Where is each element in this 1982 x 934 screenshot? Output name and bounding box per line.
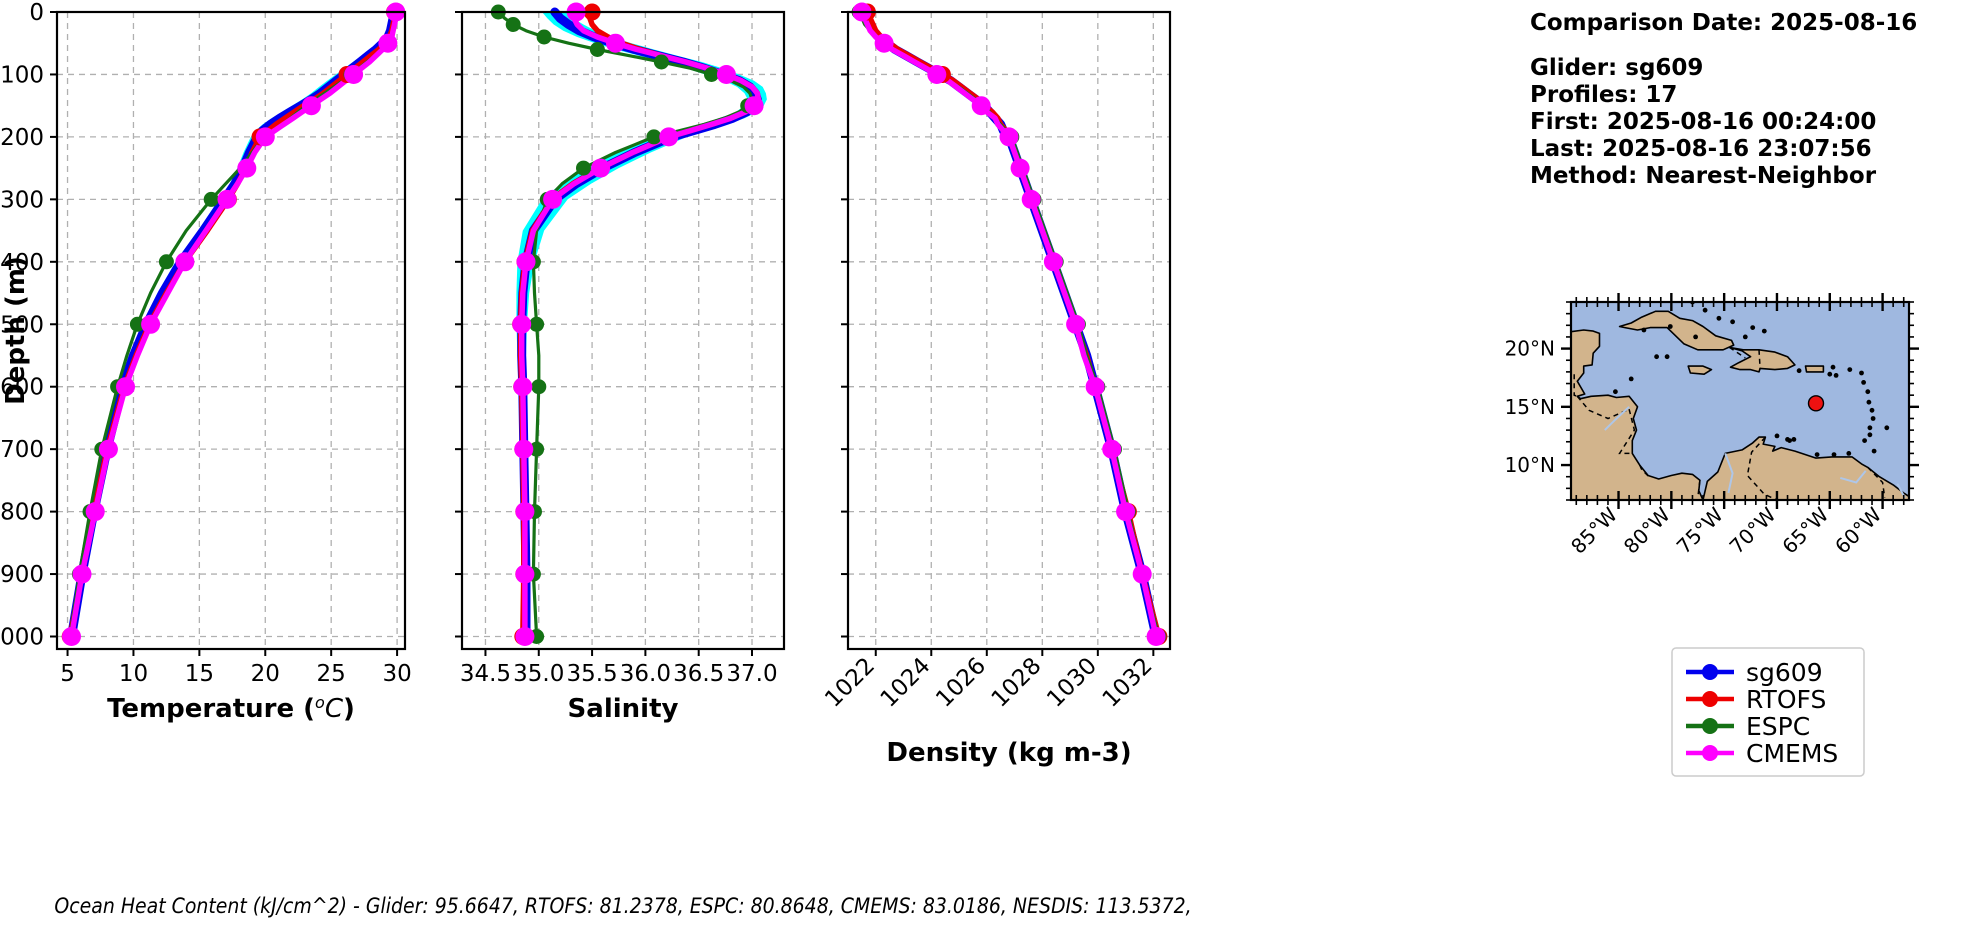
legend-marker xyxy=(1702,718,1718,734)
info-line: Glider: sg609 xyxy=(1530,55,1703,81)
glider-position-marker[interactable] xyxy=(1807,395,1825,412)
x-tick-label: 10 xyxy=(119,661,148,687)
x-tick-label: 15 xyxy=(185,661,214,687)
x-axis-label: Salinity xyxy=(568,694,679,724)
info-line: First: 2025-08-16 00:24:00 xyxy=(1530,109,1876,135)
y-tick-label: 200 xyxy=(0,125,44,151)
y-tick-label: 600 xyxy=(0,375,44,401)
figure-caption: Ocean Heat Content (kJ/cm^2) - Glider: 9… xyxy=(54,894,1191,918)
x-tick-label: 35.5 xyxy=(566,661,617,687)
map-lat-label: 10°N xyxy=(1505,453,1555,477)
legend-marker xyxy=(1702,664,1718,680)
y-tick-label: 100 xyxy=(0,62,44,88)
y-tick-label: 400 xyxy=(0,250,44,276)
y-tick-label: 800 xyxy=(0,500,44,526)
y-tick-label: 500 xyxy=(0,312,44,338)
x-tick-label: 36.0 xyxy=(620,661,671,687)
legend-label[interactable]: RTOFS xyxy=(1746,685,1826,714)
salinity-panel: 34.5 35.0 35.5 36.0 36.5 37.0 Salinity xyxy=(455,2,786,724)
x-tick-label: 34.5 xyxy=(460,661,511,687)
y-tick-label: 300 xyxy=(0,187,44,213)
map-lat-label: 20°N xyxy=(1505,337,1555,361)
info-line: Last: 2025-08-16 23:07:56 xyxy=(1530,136,1872,162)
x-tick-label: 25 xyxy=(317,661,346,687)
x-tick-label: 37.0 xyxy=(726,661,777,687)
comparison-date-text: Comparison Date: 2025-08-16 xyxy=(1530,10,1917,36)
x-axis-label: Density (kg m-3) xyxy=(886,738,1131,768)
legend-label[interactable]: CMEMS xyxy=(1746,739,1838,768)
legend-marker xyxy=(1702,691,1718,707)
y-tick-label: 0 xyxy=(29,0,44,26)
y-tick-label: 1000 xyxy=(0,625,44,651)
info-line: Method: Nearest-Neighbor xyxy=(1530,163,1877,189)
legend-marker xyxy=(1702,745,1718,761)
info-line: Profiles: 17 xyxy=(1530,82,1677,108)
x-tick-label: 36.5 xyxy=(673,661,724,687)
info-panel: Comparison Date: 2025-08-16 Glider: sg609… xyxy=(1530,10,1917,189)
y-tick-label: 700 xyxy=(0,437,44,463)
legend-label[interactable]: sg609 xyxy=(1746,658,1823,687)
x-tick-label: 20 xyxy=(251,661,280,687)
map-lat-label: 15°N xyxy=(1505,395,1555,419)
x-tick-label: 30 xyxy=(382,661,411,687)
legend-label[interactable]: ESPC xyxy=(1746,712,1810,741)
y-axis-label: Depth (m) xyxy=(1,256,31,405)
x-tick-label: 5 xyxy=(60,661,75,687)
map-frame xyxy=(1569,300,1911,502)
temperature-panel: 5101520253001002003004005006007008009001… xyxy=(0,0,412,724)
x-axis-label: Temperature (oC) xyxy=(107,693,355,725)
x-tick-label: 35.0 xyxy=(513,661,564,687)
map-landmasses xyxy=(1571,302,1909,500)
legend-box xyxy=(1671,647,1865,777)
y-tick-label: 900 xyxy=(0,562,44,588)
